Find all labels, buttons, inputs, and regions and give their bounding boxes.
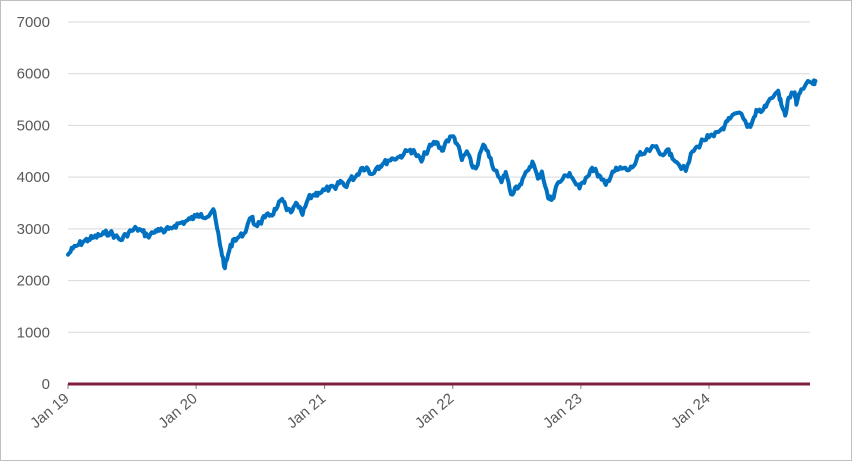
y-tick-label: 7000	[17, 14, 50, 31]
series-line-0	[66, 78, 818, 271]
y-tick-label: 6000	[17, 66, 50, 83]
y-axis-ticks: 0 1000 2000 3000 4000 5000 6000 7000	[17, 14, 50, 393]
y-tick-label: 5000	[17, 117, 50, 134]
gridlines	[68, 21, 810, 333]
x-axis-ticks: Jan 19 Jan 20 Jan 21 Jan 22 Jan 23 Jan 24	[27, 384, 714, 432]
y-tick-label: 2000	[17, 273, 50, 290]
y-tick-label: 4000	[17, 169, 50, 186]
series-group	[66, 78, 818, 271]
x-tick-label: Jan 24	[668, 390, 713, 432]
x-tick-label: Jan 20	[155, 390, 200, 432]
x-tick-label: Jan 19	[27, 390, 72, 432]
y-tick-label: 0	[42, 376, 50, 393]
y-tick-label: 3000	[17, 221, 50, 238]
x-tick-label: Jan 21	[284, 390, 329, 432]
y-tick-label: 1000	[17, 324, 50, 341]
x-tick-label: Jan 22	[412, 390, 457, 432]
x-tick-label: Jan 23	[540, 390, 585, 432]
